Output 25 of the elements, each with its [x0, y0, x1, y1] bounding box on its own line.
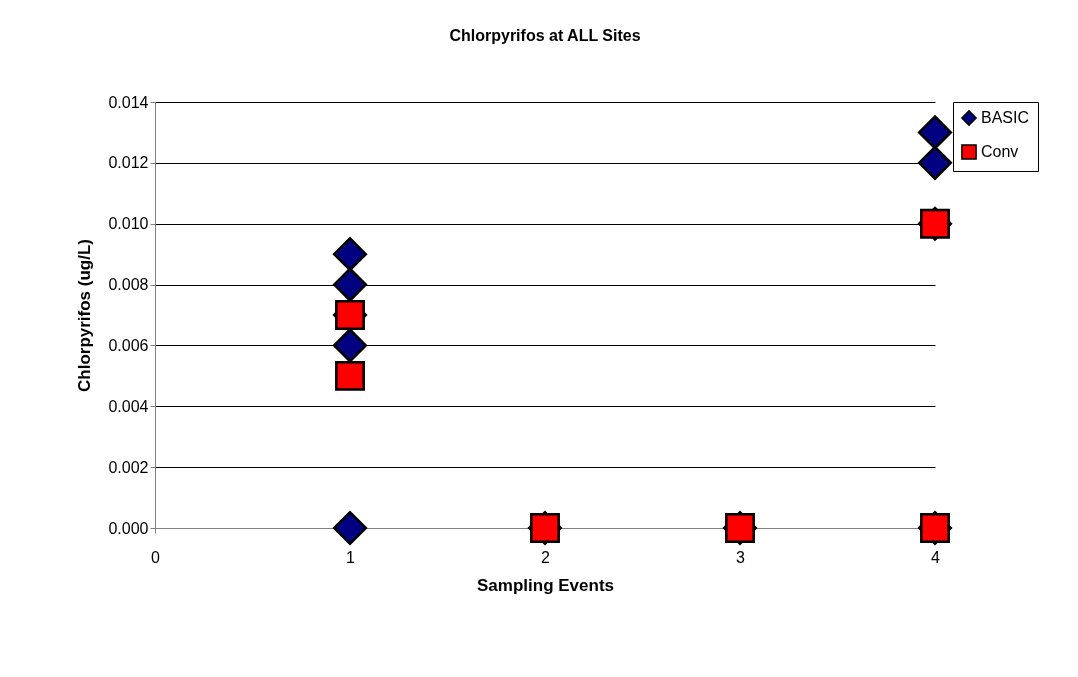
x-axis-title: Sampling Events — [477, 575, 614, 595]
legend-label: BASIC — [981, 109, 1030, 126]
y-tick-label: 0.014 — [108, 93, 149, 111]
x-tick-label: 3 — [736, 548, 746, 566]
y-tick-label: 0.010 — [108, 215, 149, 233]
y-tick-label: 0.006 — [108, 336, 149, 354]
point — [917, 115, 953, 150]
y-tick-label: 0.000 — [108, 519, 149, 537]
chart-title: Chlorpyrifos at ALL Sites — [449, 27, 641, 44]
point — [332, 237, 368, 272]
x-tick-label: 4 — [931, 548, 941, 566]
x-tick-label: 2 — [541, 548, 551, 566]
legend-label: Conv — [981, 143, 1019, 160]
point — [917, 145, 953, 180]
y-axis-title: Chlorpyrifos (ug/L) — [75, 239, 95, 392]
point — [335, 360, 365, 391]
point — [332, 267, 368, 302]
y-tick-label: 0.002 — [108, 458, 149, 476]
y-tick-label: 0.012 — [108, 154, 149, 172]
point — [332, 328, 368, 363]
x-tick-label: 0 — [151, 548, 161, 566]
y-tick-label: 0.008 — [108, 276, 149, 294]
point — [332, 510, 368, 546]
x-tick-label: 1 — [346, 548, 356, 566]
y-tick-label: 0.004 — [108, 397, 149, 415]
